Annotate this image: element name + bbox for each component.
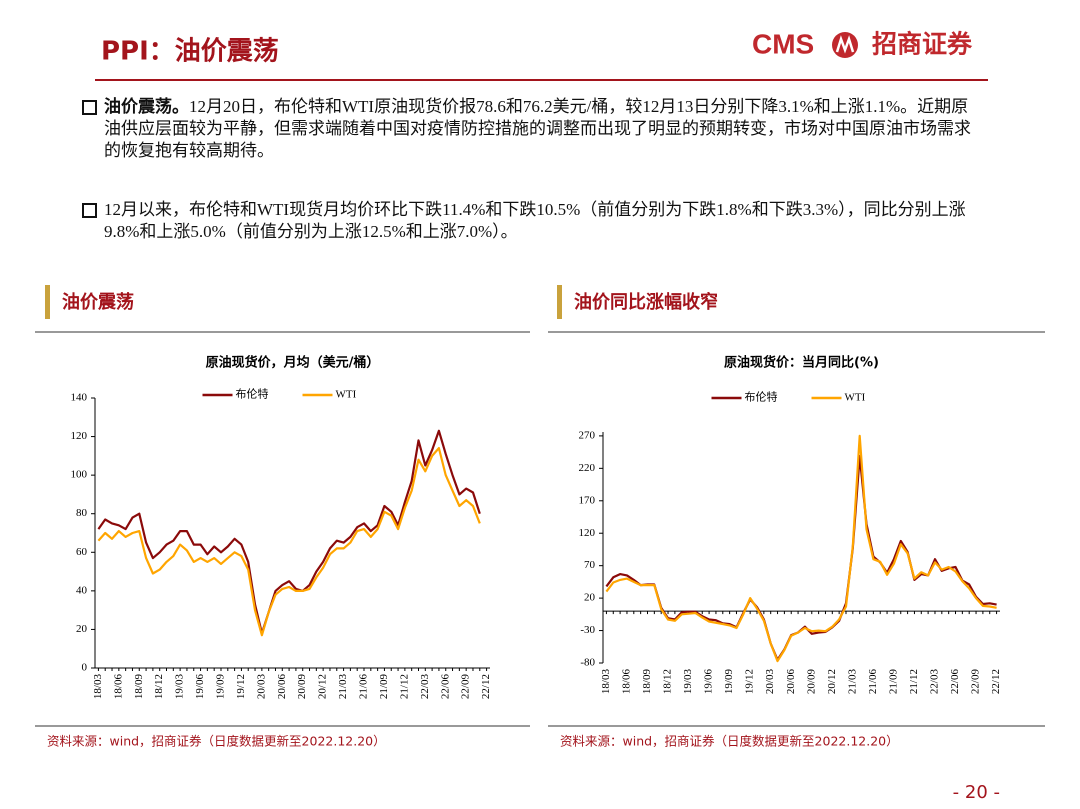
- x-tick-label: 21/09: [887, 669, 899, 695]
- source-note: 资料来源：wind，招商证券（日度数据更新至2022.12.20）: [47, 734, 386, 749]
- x-tick-label: 20/03: [764, 669, 776, 695]
- logo-emblem: [832, 32, 858, 58]
- y-tick-label: -80: [580, 657, 595, 669]
- company-name: 招商证券: [872, 30, 973, 59]
- x-tick-label: 20/03: [255, 674, 267, 700]
- logo-emblem-mark: [835, 35, 855, 54]
- panel-heading: 油价同比涨幅收窄: [574, 291, 718, 313]
- page-number: - 20 -: [953, 782, 1000, 803]
- logo-text: CMS: [752, 28, 814, 59]
- series-line: [605, 434, 997, 663]
- x-tick-label: 22/03: [929, 669, 941, 695]
- series-line: [97, 429, 481, 635]
- x-tick-label: 22/06: [439, 674, 451, 700]
- x-tick-label: 20/09: [296, 674, 308, 700]
- x-tick-label: 21/06: [358, 674, 370, 700]
- bullet: 12月以来，布伦特和WTI现货月均价环比下跌11.4%和下跌10.5%（前值分别…: [82, 199, 984, 243]
- x-tick-label: 22/12: [990, 669, 1002, 694]
- y-tick-label: -30: [580, 624, 595, 636]
- x-tick-label: 20/06: [785, 669, 797, 695]
- x-tick-label: 18/09: [641, 669, 653, 695]
- x-tick-label: 19/03: [682, 669, 694, 695]
- x-tick-label: 18/12: [662, 669, 674, 694]
- x-tick-label: 18/03: [92, 674, 104, 700]
- bullet: 油价震荡。12月20日，布伦特和WTI原油现货价报78.6和76.2美元/桶，较…: [82, 96, 984, 162]
- x-tick-label: 18/06: [620, 669, 632, 695]
- y-tick-label: 60: [76, 546, 88, 558]
- y-tick-label: 120: [579, 527, 596, 539]
- y-tick-label: 70: [584, 559, 596, 571]
- y-tick-label: 100: [71, 469, 88, 481]
- x-tick-label: 20/12: [826, 669, 838, 694]
- x-tick-label: 21/06: [867, 669, 879, 695]
- bullet-text: 12月以来，布伦特和WTI现货月均价环比下跌11.4%和下跌10.5%（前值分别…: [104, 200, 966, 241]
- panel-heading: 油价震荡: [62, 291, 134, 313]
- x-tick-label: 19/06: [194, 674, 206, 700]
- x-tick-label: 18/12: [153, 674, 165, 699]
- x-tick-label: 19/12: [235, 674, 247, 699]
- legend-label: 布伦特: [236, 387, 269, 401]
- x-tick-label: 19/09: [723, 669, 735, 695]
- x-tick-label: 21/03: [337, 674, 349, 700]
- x-tick-label: 20/09: [805, 669, 817, 695]
- x-tick-label: 21/12: [908, 669, 920, 694]
- y-tick-label: 20: [76, 623, 88, 635]
- y-tick-label: 20: [584, 592, 596, 604]
- legend-label: WTI: [336, 389, 357, 401]
- series-line: [97, 447, 481, 637]
- x-tick-label: 19/09: [215, 674, 227, 700]
- y-tick-label: 120: [71, 430, 88, 442]
- x-tick-label: 22/09: [970, 669, 982, 695]
- bullet-text: 12月20日，布伦特和WTI原油现货价报78.6和76.2美元/桶，较12月13…: [104, 97, 971, 160]
- x-tick-label: 18/03: [600, 669, 612, 695]
- legend-label: 布伦特: [745, 390, 778, 404]
- x-tick-label: 21/12: [398, 674, 410, 699]
- legend-label: WTI: [845, 392, 866, 404]
- source-note: 资料来源：wind，招商证券（日度数据更新至2022.12.20）: [560, 734, 899, 749]
- heading-bar: [557, 285, 562, 319]
- chart-title: 原油现货价：当月同比(%): [724, 355, 879, 371]
- x-tick-label: 18/09: [133, 674, 145, 700]
- y-tick-label: 220: [579, 462, 596, 474]
- x-tick-label: 19/06: [703, 669, 715, 695]
- x-tick-label: 21/03: [846, 669, 858, 695]
- x-tick-label: 22/09: [460, 674, 472, 700]
- x-tick-label: 19/03: [174, 674, 186, 700]
- y-tick-label: 0: [82, 662, 88, 674]
- y-tick-label: 40: [76, 584, 88, 596]
- x-tick-label: 20/06: [276, 674, 288, 700]
- x-tick-label: 20/12: [317, 674, 329, 699]
- x-tick-label: 22/12: [480, 674, 492, 699]
- y-tick-label: 80: [76, 507, 88, 519]
- bullet-lead: 油价震荡。: [104, 97, 189, 116]
- x-tick-label: 21/09: [378, 674, 390, 700]
- x-tick-label: 22/03: [419, 674, 431, 700]
- x-tick-label: 19/12: [744, 669, 756, 694]
- page-title: PPI：油价震荡: [101, 37, 279, 67]
- chart-title: 原油现货价，月均（美元/桶）: [206, 355, 380, 371]
- y-tick-label: 140: [71, 392, 88, 404]
- y-tick-label: 270: [579, 429, 596, 441]
- heading-bar: [45, 285, 50, 319]
- x-tick-label: 22/06: [949, 669, 961, 695]
- x-tick-label: 18/06: [112, 674, 124, 700]
- y-tick-label: 170: [579, 494, 596, 506]
